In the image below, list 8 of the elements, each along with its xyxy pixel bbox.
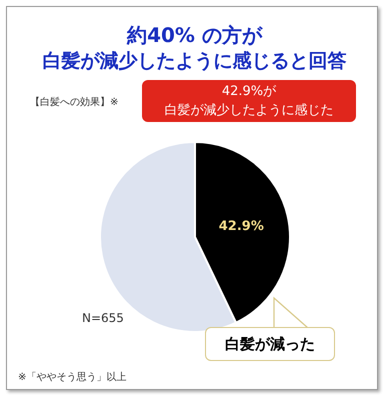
slice-label: 白髪が減った [205, 327, 335, 361]
chart-subtitle: 白髪が減少したように感じると回答 [42, 49, 348, 74]
text: N=655 [82, 311, 124, 325]
chart-title: 約40% の方が [126, 22, 264, 49]
text: ※「ややそう思う」以上 [18, 370, 126, 384]
text: 【白髪への効果】※ [30, 96, 118, 109]
data-label: 42.9% [218, 218, 264, 234]
callout-box: 42.9%が 白髪が減少したように感じた [142, 80, 356, 122]
